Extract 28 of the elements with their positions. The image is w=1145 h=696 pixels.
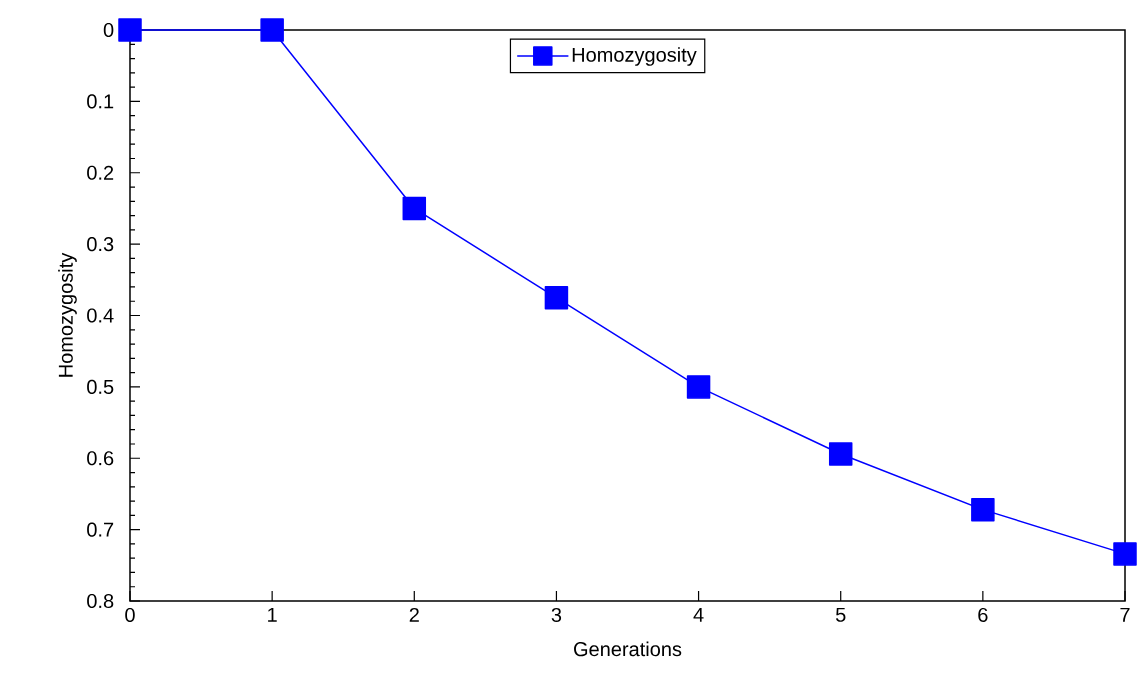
y-axis-title: Homozygosity	[58, 252, 77, 377]
point	[544, 285, 569, 310]
point	[971, 497, 995, 522]
x-tick-label: 1	[268, 607, 277, 622]
x-tick-label: 7	[1120, 607, 1130, 622]
x-tick-label: 4	[693, 607, 704, 622]
y-tick-label: 0.5	[87, 379, 114, 394]
y-tick-label: 0	[103, 22, 114, 38]
y-tick-label: 0.2	[87, 165, 114, 180]
legend-label: Homozygosity	[572, 47, 697, 66]
point	[402, 196, 427, 221]
y-tick-label: 0.7	[87, 522, 114, 537]
x-axis-title: Generations	[574, 641, 682, 657]
x-tick-label: 0	[125, 607, 135, 623]
x-tick-label: 2	[409, 607, 419, 622]
y-tick-label: 0.8	[87, 593, 114, 609]
y-tick-label: 0.4	[87, 308, 114, 323]
point	[686, 375, 711, 399]
point	[828, 442, 853, 466]
x-tick-label: 3	[551, 607, 562, 623]
point	[1113, 542, 1137, 566]
x-tick-label: 5	[835, 607, 846, 622]
point	[260, 18, 284, 42]
y-tick-label: 0.1	[87, 94, 114, 109]
y-tick-label: 0.6	[87, 451, 114, 466]
x-tick-label: 6	[978, 607, 988, 623]
y-tick-label: 0.3	[87, 237, 114, 252]
point	[118, 18, 142, 42]
